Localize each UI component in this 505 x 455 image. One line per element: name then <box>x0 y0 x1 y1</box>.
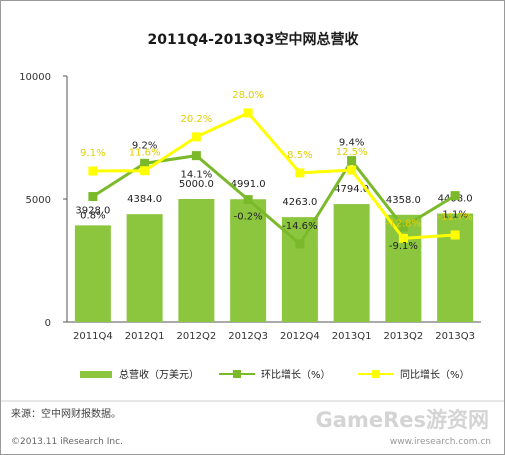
series-line-1 <box>92 154 456 247</box>
growth-label: 11.6% <box>129 148 161 159</box>
series-marker-1 <box>398 222 408 232</box>
bar-value-label: 4991.0 <box>231 179 266 190</box>
x-tick-label: 2013Q2 <box>384 331 424 342</box>
site-url: www.iresearch.com.cn <box>390 437 491 447</box>
series-marker-2 <box>191 132 201 142</box>
growth-label: 20.2% <box>180 114 212 125</box>
series-marker-2 <box>347 165 357 175</box>
series-marker-2 <box>295 168 305 178</box>
legend-marker-mom <box>233 370 241 378</box>
bar-value-label: 4794.0 <box>334 184 369 195</box>
growth-label: 12.5% <box>336 147 368 158</box>
source-note: 来源：空中网财报数据。 <box>11 407 121 420</box>
x-tick-labels: 2011Q4 2012Q1 2012Q2 2012Q3 2012Q4 2013Q1 2013… <box>73 331 475 342</box>
series-marker-2 <box>398 233 408 243</box>
bar-value-label: 4358.0 <box>386 195 421 206</box>
series-marker-2 <box>88 166 98 176</box>
revenue-bar <box>385 214 422 322</box>
y-tick-labels: 0 5000 10000 <box>19 72 67 329</box>
series-line-2 <box>92 111 456 240</box>
series-marker-1 <box>295 239 305 249</box>
series-marker-1 <box>191 151 201 161</box>
growth-label: -12.8% <box>386 218 421 229</box>
series-marker-1 <box>450 191 460 201</box>
bar-value-label: 5000.0 <box>179 179 214 190</box>
growth-label: -0.2% <box>234 212 263 223</box>
revenue-bar-labels: 3928.0 4384.0 5000.0 4991.0 4263.0 4794.0 4358… <box>75 179 472 216</box>
watermark: GameRes游资网 <box>316 408 489 432</box>
x-tick-label: 2013Q3 <box>435 331 475 342</box>
bar-value-label: 4384.0 <box>127 194 162 205</box>
growth-label: 14.1% <box>180 170 212 181</box>
bar-value-label: 3928.0 <box>75 205 110 216</box>
growth-label: 9.4% <box>339 138 364 149</box>
revenue-bar <box>74 225 111 322</box>
legend-swatch-revenue <box>80 371 112 378</box>
revenue-bar <box>333 204 370 322</box>
growth-label: -14.6% <box>282 221 317 232</box>
growth-label: 0.8% <box>80 211 105 222</box>
growth-label: 1.1% <box>442 210 467 221</box>
growth-labels: 0.8% 9.2% 14.1% -0.2% -14.6% 9.4% -9.1% 1.1% 9.1… <box>80 90 473 252</box>
series-marker-1 <box>88 192 98 202</box>
revenue-bar <box>178 199 215 322</box>
revenue-bar <box>437 213 474 322</box>
x-tick-label: 2012Q1 <box>125 331 165 342</box>
legend-label-revenue: 总营收（万美元） <box>119 368 199 381</box>
legend-label-yoy: 同比增长（%） <box>400 368 470 381</box>
growth-lines <box>88 108 460 249</box>
x-tick-label: 2012Q3 <box>228 331 268 342</box>
x-tick-label: 2013Q1 <box>332 331 372 342</box>
x-tick-label: 2012Q4 <box>280 331 320 342</box>
x-tick-label: 2012Q2 <box>177 331 217 342</box>
growth-label: 9.1% <box>80 148 105 159</box>
chart-title: 2011Q4-2013Q3空中网总营收 <box>147 31 359 48</box>
y-tick-label: 10000 <box>19 72 51 83</box>
revenue-bar <box>230 199 267 322</box>
series-marker-1 <box>140 158 150 168</box>
series-marker-1 <box>347 156 357 166</box>
series-marker-2 <box>450 230 460 240</box>
legend: 总营收（万美元） 环比增长（%） 同比增长（%） <box>80 368 470 381</box>
y-tick-label: 5000 <box>26 195 51 206</box>
x-tick-label: 2011Q4 <box>73 331 113 342</box>
growth-label: 8.5% <box>287 150 312 161</box>
growth-label: -9.1% <box>389 241 418 252</box>
growth-label: 28.0% <box>232 90 264 101</box>
revenue-bar <box>126 214 163 322</box>
series-marker-2 <box>140 166 150 176</box>
growth-label: -11.7% <box>437 212 472 223</box>
legend-label-mom: 环比增长（%） <box>261 368 331 381</box>
copyright: ©2013.11 iResearch Inc. <box>11 437 123 447</box>
legend-marker-yoy <box>372 370 380 378</box>
bar-value-label: 4263.0 <box>282 197 317 208</box>
series-marker-2 <box>243 108 253 118</box>
growth-label: 9.2% <box>132 140 157 151</box>
y-tick-label: 0 <box>45 318 51 329</box>
series-marker-1 <box>243 195 253 205</box>
revenue-bars <box>74 199 474 322</box>
